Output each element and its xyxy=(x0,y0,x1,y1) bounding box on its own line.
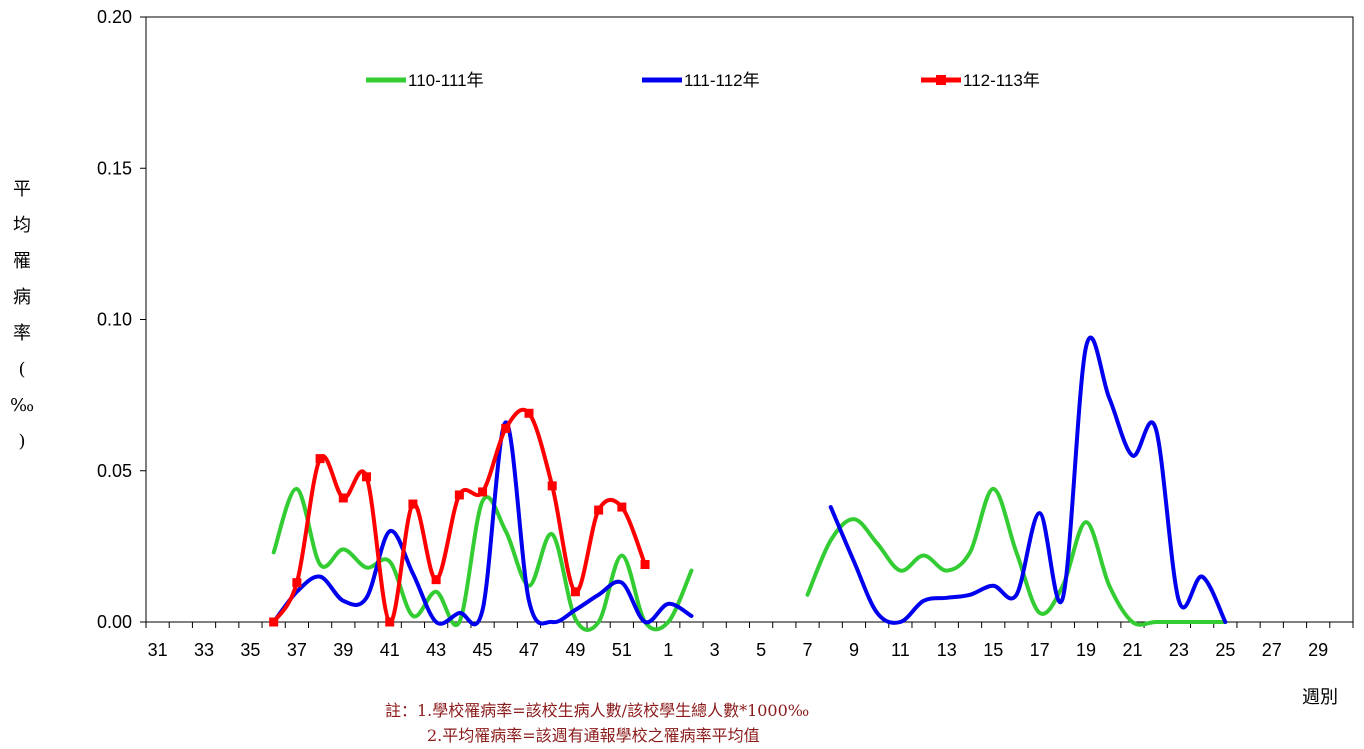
data-point xyxy=(454,490,464,500)
y-axis-label-char: ‰ xyxy=(10,395,35,416)
series-line xyxy=(271,486,694,632)
y-axis-label-char: 病 xyxy=(13,287,31,308)
y-axis-label-char: 罹 xyxy=(13,251,31,272)
data-point xyxy=(478,487,488,497)
x-tick-label: 11 xyxy=(891,640,910,660)
y-axis-label-char: ) xyxy=(18,431,26,452)
x-tick-label: 9 xyxy=(849,640,859,660)
x-tick-label: 25 xyxy=(1215,640,1235,660)
x-tick-label: 41 xyxy=(380,640,400,660)
y-tick-label: 0.05 xyxy=(97,461,132,481)
y-tick-label: 0.15 xyxy=(97,158,132,178)
x-tick-label: 21 xyxy=(1122,640,1142,660)
x-tick-label: 17 xyxy=(1030,640,1050,660)
footnote-2: 2.平均罹病率=該週有通報學校之罹病率平均值 xyxy=(427,726,760,745)
x-tick-label: 1 xyxy=(663,640,673,660)
legend-marker xyxy=(936,75,946,85)
series-1 xyxy=(271,486,1228,632)
data-point xyxy=(315,454,325,464)
x-tick-label: 15 xyxy=(983,640,1003,660)
plot-frame xyxy=(145,16,1354,623)
y-axis-label: 平 均 罹 病 率 ( ‰ ) xyxy=(10,172,34,460)
series-2 xyxy=(271,335,1228,627)
x-axis-label: 週別 xyxy=(1302,687,1338,708)
data-point xyxy=(524,408,534,418)
x-tick-label: 29 xyxy=(1308,640,1328,660)
x-tick-label: 33 xyxy=(194,640,214,660)
x-tick-label: 47 xyxy=(519,640,539,660)
x-tick-label: 37 xyxy=(287,640,307,660)
y-tick-label: 0.20 xyxy=(97,7,132,27)
y-axis-label-char: 率 xyxy=(13,323,31,344)
data-point xyxy=(570,587,580,597)
x-tick-label: 45 xyxy=(473,640,493,660)
legend-label: 112-113年 xyxy=(963,71,1040,90)
series-layer xyxy=(269,335,1228,632)
x-tick-label: 13 xyxy=(937,640,957,660)
footnote-1: 註：1.學校罹病率=該校生病人數/該校學生總人數*1000‰ xyxy=(385,701,810,720)
series-3 xyxy=(269,407,650,627)
x-tick-label: 27 xyxy=(1262,640,1282,660)
data-point xyxy=(362,472,372,482)
x-tick-label: 49 xyxy=(565,640,585,660)
x-tick-label: 23 xyxy=(1169,640,1189,660)
x-tick-label: 3 xyxy=(710,640,720,660)
data-point xyxy=(594,505,604,515)
x-tick-label: 51 xyxy=(612,640,632,660)
data-point xyxy=(431,575,441,585)
data-point xyxy=(269,617,279,627)
series-line xyxy=(271,420,694,627)
data-point xyxy=(385,617,395,627)
legend-label: 111-112年 xyxy=(684,71,760,90)
data-point xyxy=(547,481,557,491)
series-line xyxy=(828,335,1228,625)
data-point xyxy=(292,578,302,588)
x-tick-label: 7 xyxy=(803,640,813,660)
y-axis-label-char: ( xyxy=(18,359,26,380)
series-line xyxy=(805,486,1228,627)
x-tick-label: 19 xyxy=(1076,640,1096,660)
data-point xyxy=(408,499,418,509)
legend-label: 110-111年 xyxy=(408,71,484,90)
data-point xyxy=(501,423,511,433)
data-point xyxy=(338,493,348,503)
x-tick-label: 5 xyxy=(756,640,766,660)
x-tick-label: 39 xyxy=(333,640,353,660)
y-axis-label-char: 均 xyxy=(13,215,31,236)
y-tick-label: 0.10 xyxy=(97,310,132,330)
x-tick-label: 43 xyxy=(426,640,446,660)
x-tick-label: 31 xyxy=(148,640,168,660)
y-axis-label-char: 平 xyxy=(13,179,31,200)
legend: 110-111年 111-112年 112-113年 xyxy=(366,71,1040,90)
series-line xyxy=(271,407,648,625)
data-point xyxy=(640,560,650,570)
y-tick-label: 0.00 xyxy=(97,612,132,632)
x-tick-label: 35 xyxy=(240,640,260,660)
data-point xyxy=(617,502,627,512)
